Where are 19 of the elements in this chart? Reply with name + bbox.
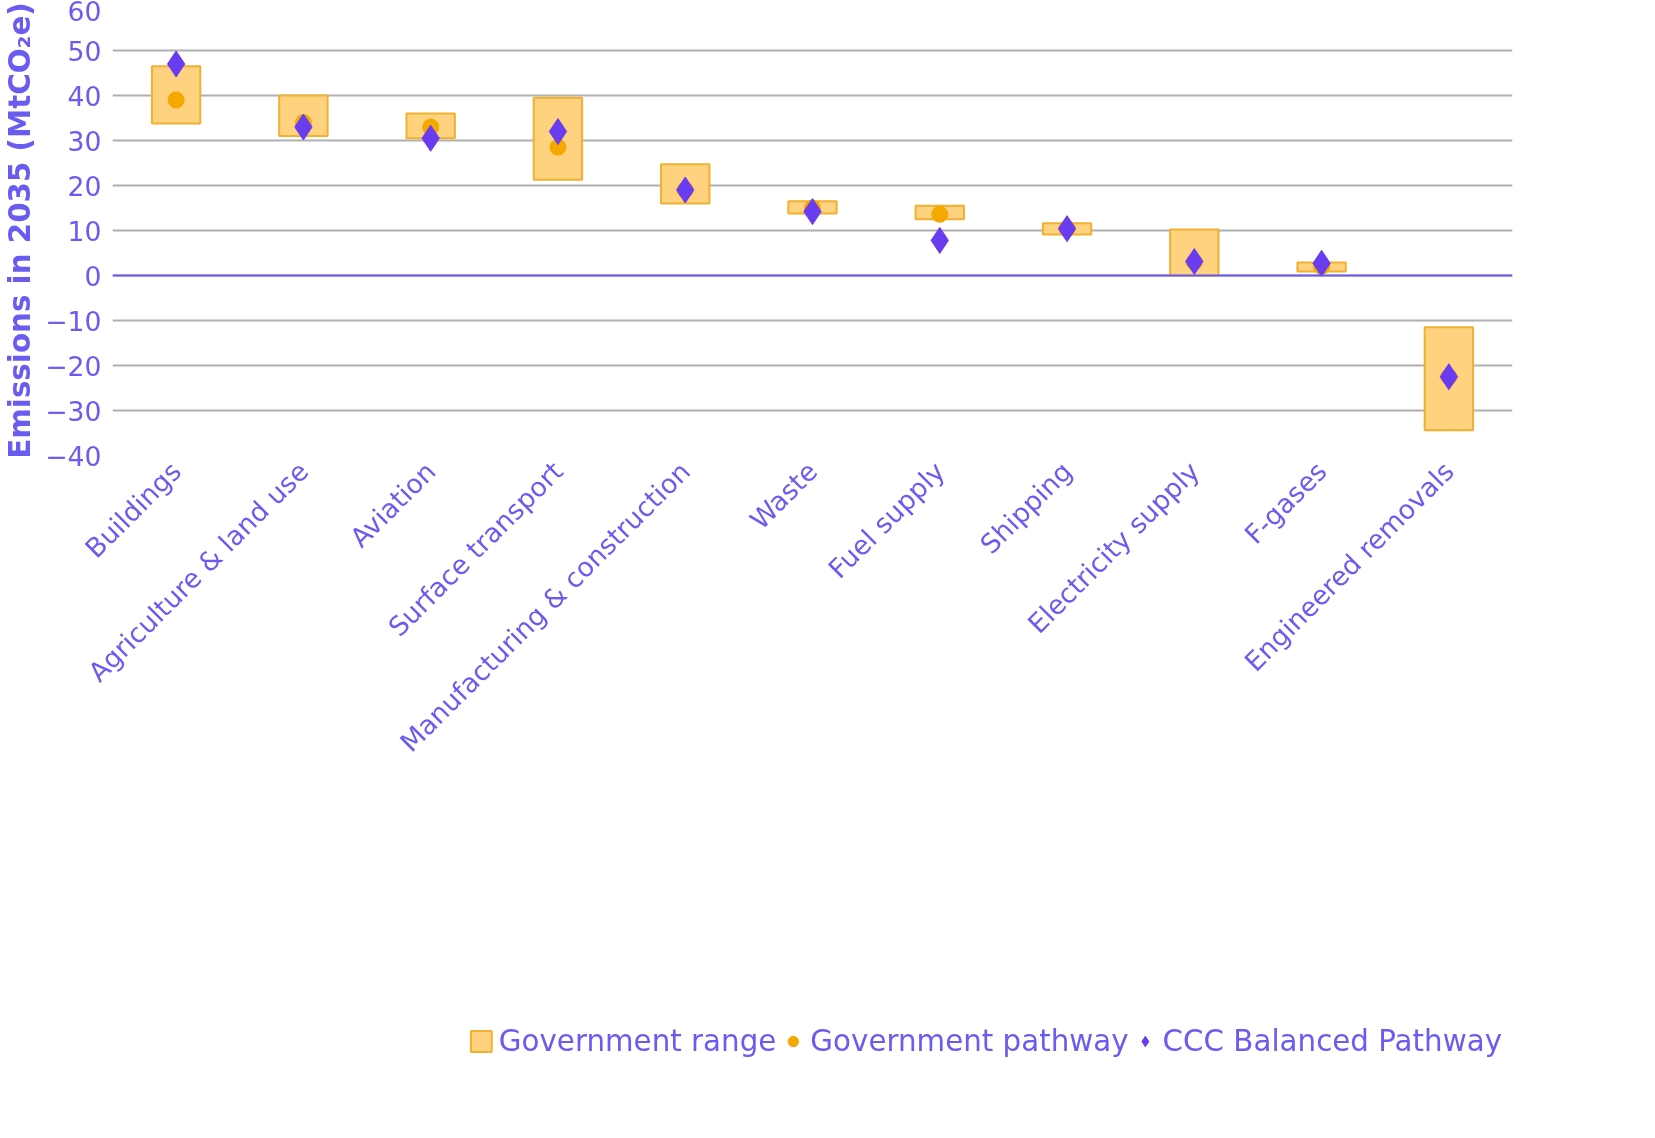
legend-label: CCC Balanced Pathway xyxy=(1162,1024,1502,1058)
y-tick-label: 20 xyxy=(67,170,102,202)
y-tick-label: 50 xyxy=(67,35,102,67)
y-tick-label: 60 xyxy=(67,0,102,27)
point xyxy=(1057,215,1077,243)
y-tick-label: −20 xyxy=(45,350,102,382)
y-tick-label: 40 xyxy=(67,80,102,112)
y-tick-label: −30 xyxy=(45,395,102,427)
legend-label: Government range xyxy=(498,1024,777,1058)
bar xyxy=(1423,326,1475,432)
point xyxy=(931,205,949,223)
point xyxy=(166,50,186,78)
y-tick-label: −10 xyxy=(45,305,102,337)
y-tick-label: 30 xyxy=(67,125,102,157)
y-tick-label: 10 xyxy=(67,215,102,247)
y-tick-label: −40 xyxy=(45,440,102,472)
y-tick-label: 0 xyxy=(84,260,102,292)
legend-label: Government pathway xyxy=(810,1024,1129,1058)
y-axis-title: Emissions in 2035 (MtCO₂e) xyxy=(3,2,38,459)
